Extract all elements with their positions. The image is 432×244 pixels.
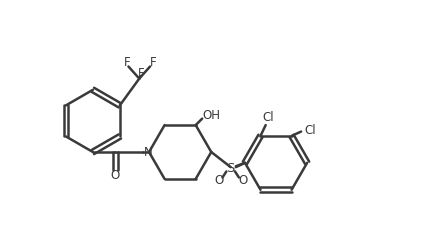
Text: F: F [150,56,156,69]
Text: S: S [226,162,235,175]
Text: Cl: Cl [304,124,315,137]
Text: F: F [124,56,130,69]
Text: N: N [144,145,153,159]
Text: F: F [138,67,145,80]
Text: O: O [214,174,223,187]
Text: O: O [111,169,120,182]
Text: OH: OH [203,109,221,122]
Text: O: O [238,174,248,187]
Text: Cl: Cl [263,111,274,124]
